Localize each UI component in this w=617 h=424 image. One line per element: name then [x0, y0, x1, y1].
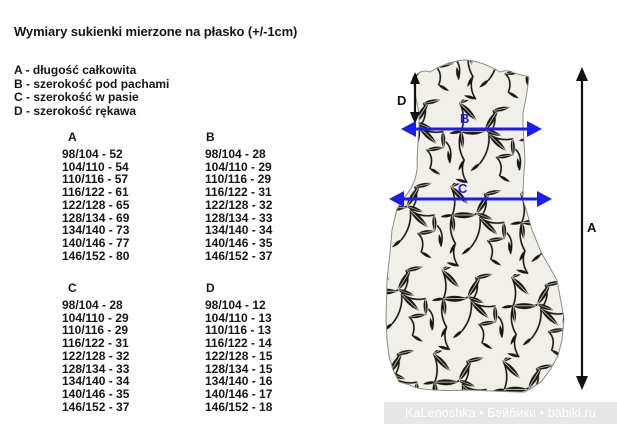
svg-text:A: A — [587, 220, 597, 235]
svg-text:D: D — [397, 93, 406, 108]
svg-text:C: C — [458, 181, 468, 196]
svg-text:B: B — [460, 111, 469, 126]
